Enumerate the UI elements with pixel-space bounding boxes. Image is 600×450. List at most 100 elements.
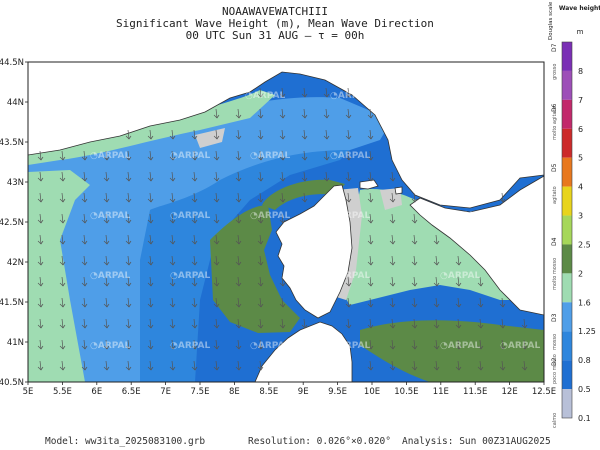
watermark: ◔ARPAL	[440, 271, 480, 281]
direction-arrow	[125, 360, 132, 371]
direction-arrow	[81, 213, 88, 224]
scale-value-label: 4	[578, 183, 583, 192]
douglas-word: mosso	[552, 334, 558, 350]
direction-arrow	[103, 297, 110, 308]
direction-arrow	[147, 297, 154, 308]
lon-label: 10.5E	[394, 387, 418, 397]
direction-arrow	[191, 129, 198, 140]
direction-arrow	[499, 297, 506, 308]
direction-arrow	[103, 150, 110, 161]
direction-arrow	[367, 360, 374, 371]
direction-arrow	[455, 360, 462, 371]
direction-arrow	[103, 360, 110, 371]
scale-value-label: 0.8	[578, 356, 591, 365]
direction-arrow	[191, 339, 198, 350]
direction-arrow	[235, 255, 242, 266]
direction-arrow	[37, 276, 44, 287]
direction-arrow	[345, 150, 352, 161]
direction-arrow	[191, 234, 198, 245]
direction-arrow	[367, 129, 374, 140]
lon-label: 9.5E	[328, 387, 347, 397]
direction-arrow	[477, 339, 484, 350]
coastline-corsica	[275, 184, 353, 319]
direction-arrow	[345, 171, 352, 182]
scale-value-label: 0.5	[578, 385, 591, 394]
direction-arrow	[477, 297, 484, 308]
lat-label: 42.5N	[0, 218, 24, 228]
scale-swatch	[562, 186, 572, 216]
direction-arrow	[191, 192, 198, 203]
direction-arrow	[103, 255, 110, 266]
lat-label: 44N	[7, 98, 24, 108]
watermark: ◔ARPAL	[440, 151, 480, 161]
direction-arrow	[103, 192, 110, 203]
direction-arrow	[345, 318, 352, 329]
direction-arrow	[59, 234, 66, 245]
direction-arrow	[389, 297, 396, 308]
direction-arrow	[37, 150, 44, 161]
watermark: ◔ARPAL	[330, 211, 370, 221]
direction-arrow	[213, 360, 220, 371]
direction-arrow	[81, 318, 88, 329]
direction-arrow	[235, 339, 242, 350]
direction-arrow	[389, 339, 396, 350]
douglas-word: grosso	[552, 64, 558, 80]
direction-arrow	[455, 297, 462, 308]
direction-arrow	[367, 339, 374, 350]
direction-arrow	[345, 192, 352, 203]
title-line-1: NOAAWAVEWATCHIII	[222, 5, 328, 18]
lon-label: 7E	[160, 387, 171, 397]
direction-arrow	[235, 108, 242, 119]
direction-arrow	[147, 129, 154, 140]
direction-arrow	[191, 360, 198, 371]
direction-arrow	[59, 171, 66, 182]
title-line-3: 00 UTC Sun 31 AUG — τ = 00h	[185, 29, 365, 42]
direction-arrow	[455, 276, 462, 287]
lon-label: 9E	[298, 387, 309, 397]
direction-arrow	[37, 297, 44, 308]
direction-arrow	[147, 339, 154, 350]
direction-arrow	[323, 129, 330, 140]
direction-arrow	[455, 255, 462, 266]
direction-arrow	[125, 318, 132, 329]
lon-label: 11.5E	[463, 387, 487, 397]
direction-arrow	[301, 171, 308, 182]
direction-arrow	[411, 318, 418, 329]
lon-label: 7.5E	[191, 387, 210, 397]
lon-label: 5E	[23, 387, 34, 397]
direction-arrow	[147, 213, 154, 224]
douglas-word: calmo	[552, 413, 558, 428]
direction-arrow	[499, 318, 506, 329]
direction-arrow	[411, 297, 418, 308]
direction-arrow	[323, 108, 330, 119]
watermark: ◔ARPAL	[330, 271, 370, 281]
direction-arrow	[213, 192, 220, 203]
direction-arrow	[389, 192, 396, 203]
direction-arrow	[191, 150, 198, 161]
direction-arrow	[81, 276, 88, 287]
coastline-capraia	[394, 186, 403, 195]
direction-arrow	[279, 171, 286, 182]
direction-arrow	[235, 276, 242, 287]
direction-arrow	[389, 234, 396, 245]
sea-dark-green-tyrrhenian	[360, 320, 544, 382]
direction-arrow	[477, 318, 484, 329]
direction-arrow	[345, 276, 352, 287]
scale-frame	[561, 41, 573, 419]
direction-arrow	[81, 360, 88, 371]
watermark: ◔ARPAL	[250, 341, 290, 351]
direction-arrow	[169, 339, 176, 350]
direction-arrow	[213, 213, 220, 224]
lat-label: 43.5N	[0, 138, 24, 148]
direction-arrow	[279, 213, 286, 224]
direction-arrow	[169, 297, 176, 308]
direction-arrow	[125, 213, 132, 224]
direction-arrow	[521, 339, 528, 350]
direction-arrow	[235, 129, 242, 140]
direction-arrow	[125, 234, 132, 245]
direction-arrow	[257, 171, 264, 182]
arpal-watermarks: ◔ARPAL ◔ARPAL ◔ARPAL ◔ARPAL ◔ARPAL ◔ARPAL ◔ARP…	[90, 91, 540, 351]
scale-value-label: 1.6	[578, 298, 591, 307]
scale-swatch	[562, 215, 572, 245]
direction-arrow	[213, 339, 220, 350]
